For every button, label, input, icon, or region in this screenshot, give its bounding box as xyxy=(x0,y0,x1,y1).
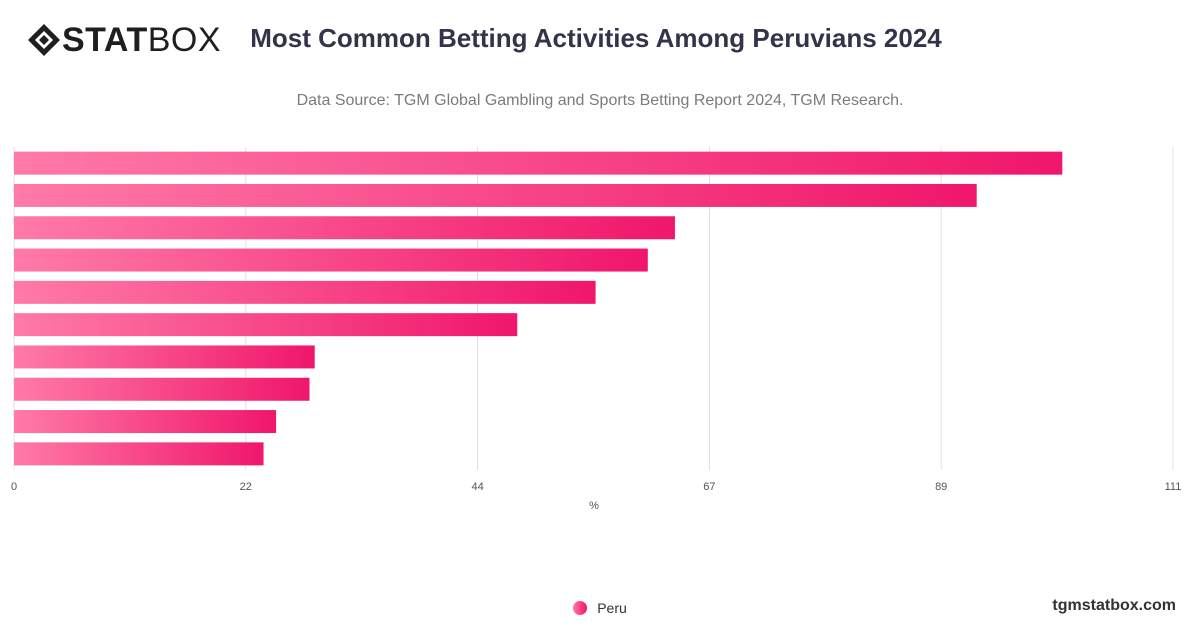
x-tick-label: 111 xyxy=(1165,481,1182,493)
bar-chart: 0 22 44 67 89 111 % xyxy=(11,147,1181,512)
bar[interactable] xyxy=(14,377,310,401)
chart-title: Most Common Betting Activities Among Per… xyxy=(250,23,942,53)
brand-name-bold: STAT xyxy=(62,21,148,59)
diamond-logo-icon xyxy=(28,24,60,56)
x-tick-label: 89 xyxy=(935,481,947,493)
bar[interactable] xyxy=(14,442,264,466)
watermark: tgmstatbox.com xyxy=(1052,597,1176,614)
bar[interactable] xyxy=(14,183,977,207)
brand-logo: STAT BOX xyxy=(26,22,221,58)
bar[interactable] xyxy=(14,216,675,240)
legend-label-peru: Peru xyxy=(597,600,627,616)
x-tick-label: 44 xyxy=(471,481,483,493)
bar[interactable] xyxy=(14,313,518,337)
legend-marker-icon xyxy=(573,601,588,615)
bar[interactable] xyxy=(14,248,648,272)
bar[interactable] xyxy=(14,280,596,304)
x-tick-label: 0 xyxy=(11,481,17,493)
x-tick-label: 22 xyxy=(240,481,252,493)
legend[interactable]: Peru xyxy=(0,600,1200,616)
chart-subtitle: Data Source: TGM Global Gambling and Spo… xyxy=(296,92,904,109)
x-axis-ticks: 0 22 44 67 89 111 xyxy=(11,481,1181,493)
bar[interactable] xyxy=(14,345,315,369)
bars xyxy=(14,151,1063,466)
x-tick-label: 67 xyxy=(703,481,715,493)
x-axis-label: % xyxy=(589,500,599,512)
bar[interactable] xyxy=(14,151,1063,175)
bar[interactable] xyxy=(14,410,277,434)
brand-name-light: BOX xyxy=(147,21,222,59)
